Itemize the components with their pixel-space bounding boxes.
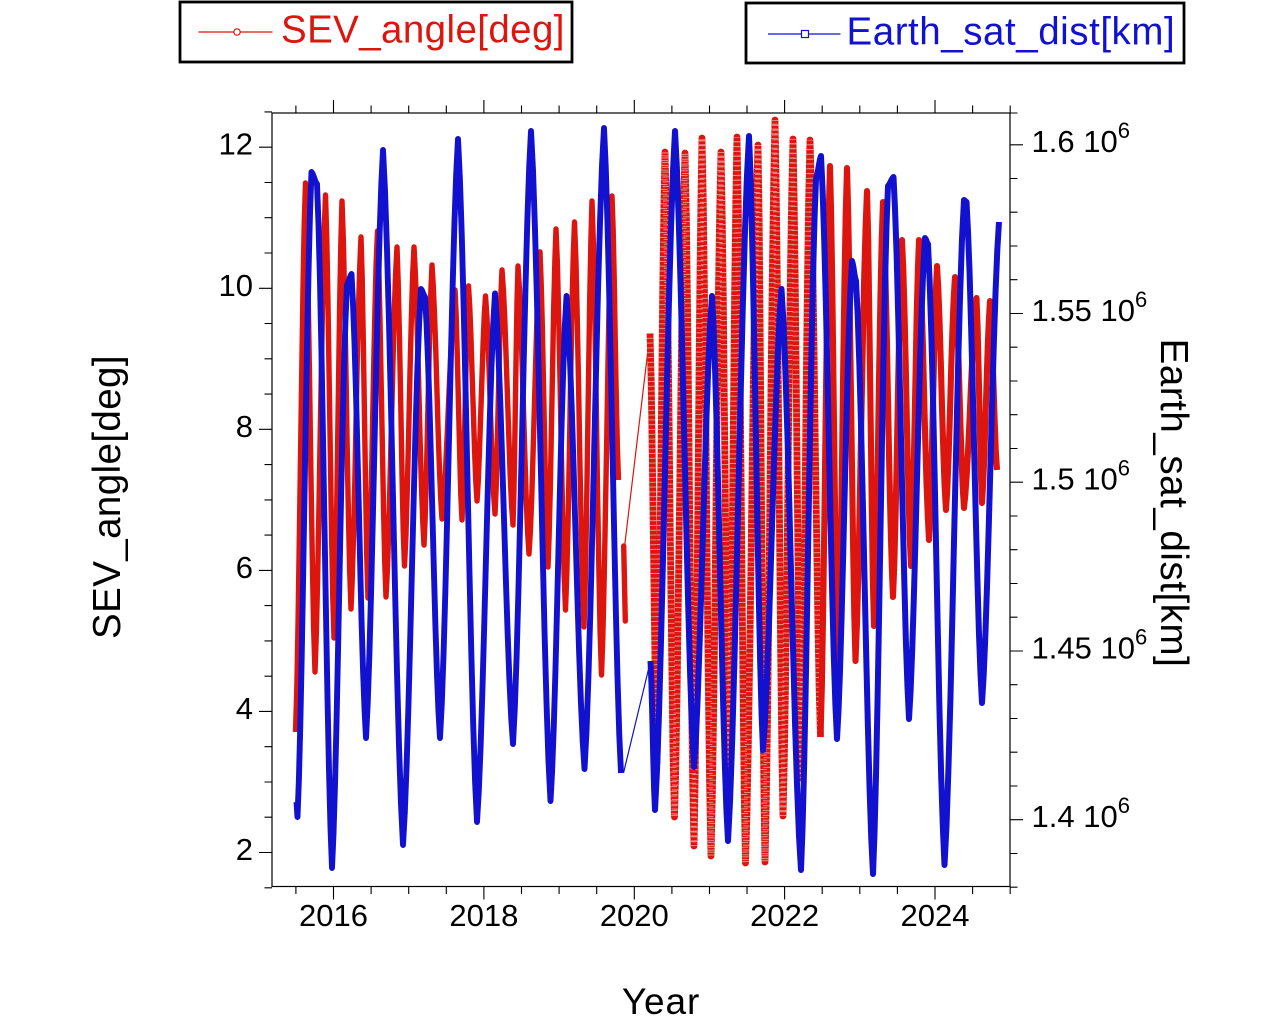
svg-text:Earth_sat_dist[km]: Earth_sat_dist[km] xyxy=(1152,339,1195,668)
svg-text:1.45 106: 1.45 106 xyxy=(1032,625,1148,666)
svg-text:12: 12 xyxy=(219,127,253,162)
svg-text:SEV_angle[deg]: SEV_angle[deg] xyxy=(281,9,565,52)
svg-text:2020: 2020 xyxy=(600,898,669,933)
svg-text:2022: 2022 xyxy=(750,898,819,933)
svg-text:Year: Year xyxy=(622,981,700,1017)
svg-text:2: 2 xyxy=(236,832,253,867)
svg-text:2024: 2024 xyxy=(901,898,970,933)
svg-text:1.4 106: 1.4 106 xyxy=(1032,793,1130,834)
svg-text:SEV_angle[deg]: SEV_angle[deg] xyxy=(86,355,129,639)
svg-text:1.6 106: 1.6 106 xyxy=(1032,118,1130,159)
svg-text:2016: 2016 xyxy=(299,898,368,933)
svg-text:2018: 2018 xyxy=(449,898,518,933)
svg-text:10: 10 xyxy=(219,268,253,303)
svg-text:8: 8 xyxy=(236,409,253,444)
svg-text:6: 6 xyxy=(236,550,253,585)
svg-text:1.55 106: 1.55 106 xyxy=(1032,287,1148,328)
svg-text:1.5 106: 1.5 106 xyxy=(1032,456,1130,497)
svg-text:Earth_sat_dist[km]: Earth_sat_dist[km] xyxy=(847,11,1176,54)
svg-text:4: 4 xyxy=(236,691,253,726)
